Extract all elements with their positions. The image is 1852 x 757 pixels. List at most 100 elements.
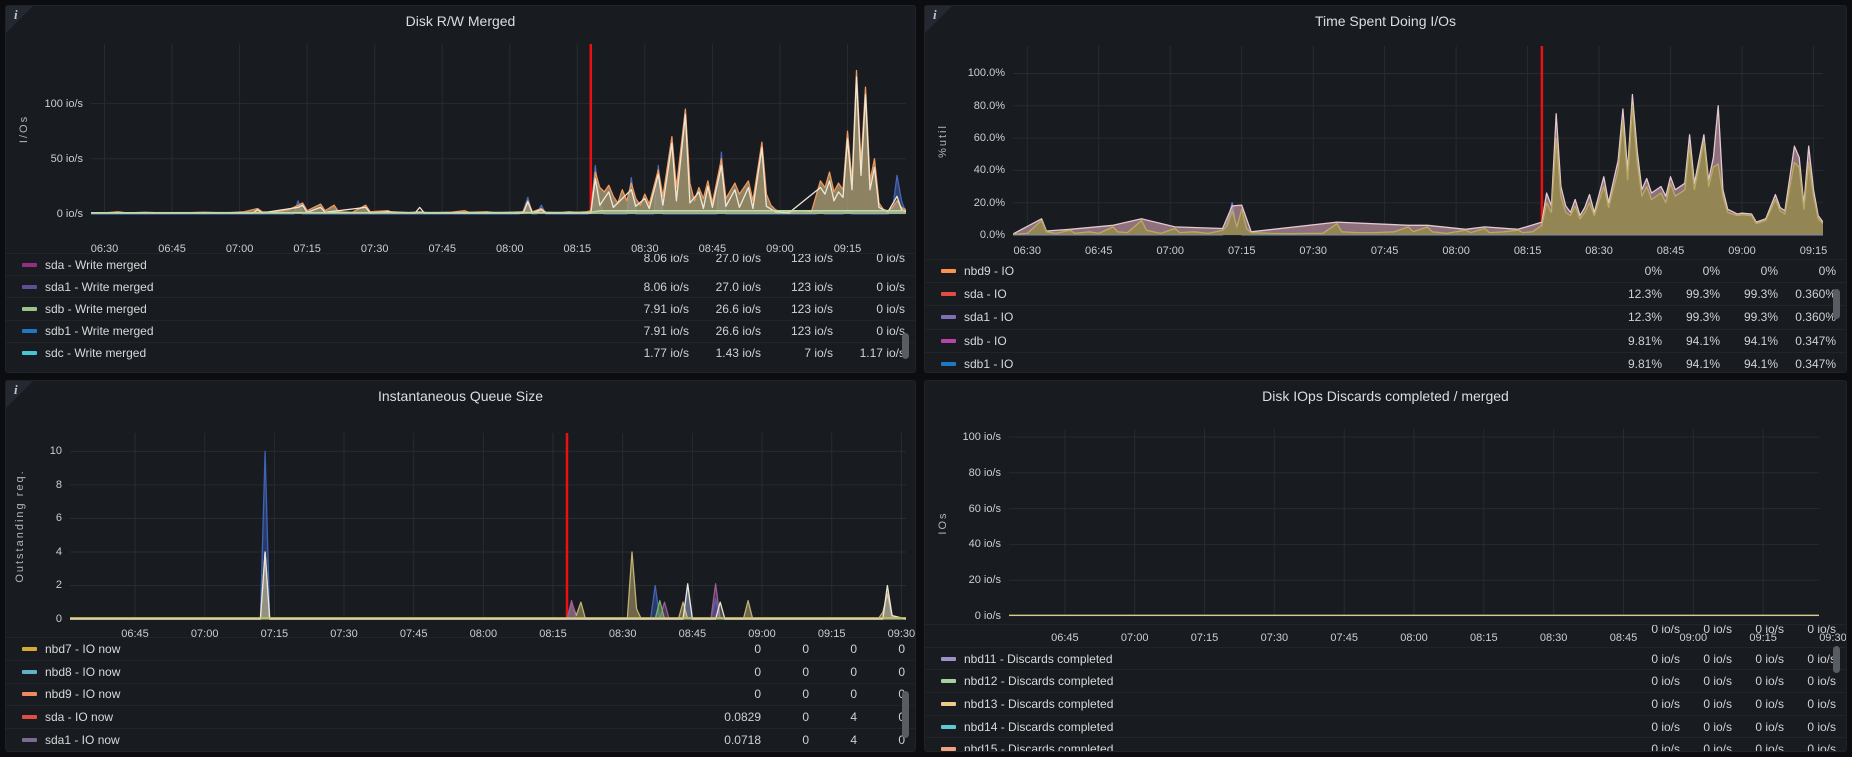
legend-value: 1.77 io/s bbox=[643, 346, 689, 361]
legend-row[interactable]: sdb - IO 9.81% 94.1% 94.1% 0.347% bbox=[925, 328, 1846, 352]
legend-row[interactable]: sdb1 - Write merged 7.91 io/s 26.6 io/s 123… bbox=[6, 319, 915, 342]
y-axis-tick: 20.0% bbox=[973, 196, 1005, 209]
legend-value: 123 io/s bbox=[790, 253, 833, 265]
chart-area[interactable] bbox=[925, 6, 1847, 373]
legend-row[interactable]: nbd12 - Discards completed 0 io/s 0 io/s 0 … bbox=[925, 669, 1846, 692]
legend-row[interactable]: sda1 - Write merged 8.06 io/s 27.0 io/s 123… bbox=[6, 275, 915, 297]
panel-title[interactable]: Disk IOps Discards completed / merged bbox=[1262, 388, 1509, 404]
legend-value: 0.360% bbox=[1795, 310, 1836, 325]
chart-area[interactable] bbox=[6, 381, 916, 752]
legend-value: 9.81% bbox=[1627, 333, 1662, 348]
legend-row[interactable]: nbd8 - IO now 0 0 0 0 bbox=[6, 659, 915, 683]
legend-swatch bbox=[941, 361, 956, 366]
legend-series-label[interactable]: nbd15 - Discards completed bbox=[964, 742, 1114, 751]
legend-value: 0 io/s bbox=[1807, 624, 1836, 636]
x-axis-tick: 06:30 bbox=[1013, 245, 1042, 257]
legend-row[interactable]: nbd14 - Discards completed 0 io/s 0 io/s 0 … bbox=[925, 714, 1846, 738]
legend-series-label[interactable]: sda1 - IO bbox=[964, 310, 1014, 325]
legend-row[interactable]: sdb - Write merged 7.91 io/s 26.6 io/s 123 … bbox=[6, 297, 915, 319]
panel-title[interactable]: Instantaneous Queue Size bbox=[377, 388, 543, 404]
x-axis-tick: 08:00 bbox=[495, 243, 524, 255]
legend-scrollbar[interactable] bbox=[1833, 646, 1840, 673]
legend-series-label[interactable]: nbd9 - IO now bbox=[45, 687, 121, 702]
series-green-baseline-line bbox=[91, 210, 906, 214]
legend-swatch bbox=[941, 338, 956, 343]
chart-area[interactable] bbox=[925, 381, 1847, 752]
legend-swatch bbox=[941, 315, 956, 320]
legend-series-label[interactable]: nbd12 - Discards completed bbox=[964, 674, 1114, 689]
chart-area[interactable] bbox=[6, 6, 916, 373]
x-axis-tick: 06:30 bbox=[90, 243, 119, 255]
legend-row[interactable]: nbd13 - Discards completed 0 io/s 0 io/s 0 … bbox=[925, 692, 1846, 715]
legend-row[interactable]: sda1 - IO 12.3% 99.3% 99.3% 0.360% bbox=[925, 305, 1846, 328]
y-axis-tick: 0 io/s bbox=[974, 610, 1001, 622]
legend-series-label[interactable]: sda1 - IO now bbox=[45, 733, 120, 748]
legend-row[interactable]: nbd7 - IO now 0 0 0 0 bbox=[6, 637, 915, 660]
legend-values: 0 io/s 0 io/s 0 io/s 0 io/s bbox=[1628, 697, 1836, 711]
legend-series-label[interactable]: nbd11 - Discards completed bbox=[964, 651, 1113, 666]
legend-values: 0.0718 0 4 0 bbox=[713, 733, 905, 747]
y-axis-tick: 80.0% bbox=[973, 99, 1005, 112]
series-white-spikes-line bbox=[70, 551, 906, 620]
legend-value: 0 io/s bbox=[1755, 696, 1784, 711]
legend-swatch bbox=[941, 747, 956, 751]
legend-value: 0% bbox=[1702, 264, 1720, 279]
legend-swatch bbox=[22, 262, 37, 267]
panel-info-icon[interactable]: i bbox=[6, 381, 33, 408]
legend-values: 7.91 io/s 26.6 io/s 123 io/s 0 io/s bbox=[617, 302, 905, 316]
legend-scrollbar[interactable] bbox=[1833, 289, 1840, 319]
legend-swatch bbox=[22, 692, 37, 697]
legend-series-label[interactable]: sda - Write merged bbox=[45, 257, 147, 272]
legend-row[interactable]: sdb1 - IO 9.81% 94.1% 94.1% 0.347% bbox=[925, 351, 1846, 372]
legend-series-label[interactable]: sdb1 - IO bbox=[964, 356, 1014, 371]
panel-title[interactable]: Disk R/W Merged bbox=[405, 13, 516, 29]
legend-series-label[interactable]: sdc - Write merged bbox=[45, 346, 147, 361]
legend-value: 0 bbox=[754, 687, 761, 702]
y-axis-tick: 0 bbox=[55, 613, 62, 625]
panel-info-icon[interactable]: i bbox=[925, 6, 952, 33]
x-axis-tick: 08:45 bbox=[1656, 245, 1685, 257]
legend-series-label[interactable]: nbd13 - Discards completed bbox=[964, 696, 1114, 711]
legend-series-label[interactable]: sdb - Write merged bbox=[45, 301, 147, 316]
legend-series-label[interactable]: sda - IO now bbox=[45, 710, 114, 725]
legend-value: 99.3% bbox=[1743, 287, 1778, 302]
legend-swatch bbox=[22, 284, 37, 289]
legend: nbd7 - IO now 0 0 0 0 nbd8 - IO now 0 0 0 0 nbd9 -… bbox=[6, 637, 915, 751]
series-green-spike-area bbox=[70, 600, 906, 619]
y-axis-tick: 4 bbox=[55, 545, 62, 558]
legend-series-label[interactable]: nbd8 - IO now bbox=[45, 664, 121, 679]
legend-series-label[interactable]: sda - IO bbox=[964, 287, 1007, 302]
legend-value: 0 bbox=[857, 710, 905, 724]
legend-row[interactable]: 0 io/s 0 io/s 0 io/s 0 io/s bbox=[925, 624, 1846, 647]
legend-row[interactable]: sdc - Write merged 1.77 io/s 1.43 io/s 7 io… bbox=[6, 341, 915, 364]
legend-swatch bbox=[941, 656, 956, 661]
y-axis-tick: 8 bbox=[55, 478, 62, 491]
panel-info-icon[interactable]: i bbox=[6, 6, 33, 33]
legend-row[interactable]: sda - Write merged 8.06 io/s 27.0 io/s 123 … bbox=[6, 253, 915, 275]
legend-scrollbar[interactable] bbox=[902, 691, 909, 738]
legend-row[interactable]: nbd15 - Discards completed 0 io/s 0 io/s 0 … bbox=[925, 737, 1846, 751]
legend-value: 94.1% bbox=[1685, 333, 1720, 348]
legend-row[interactable]: sda - IO 12.3% 99.3% 99.3% 0.360% bbox=[925, 282, 1846, 305]
series-pink-area-line bbox=[1013, 93, 1823, 235]
legend-series-label[interactable]: sda1 - Write merged bbox=[45, 279, 154, 294]
legend-scrollbar[interactable] bbox=[902, 333, 909, 359]
panel-title[interactable]: Time Spent Doing I/Os bbox=[1314, 13, 1457, 29]
legend-value: 0 io/s bbox=[876, 324, 905, 339]
legend-series-label[interactable]: sdb - IO bbox=[964, 333, 1007, 348]
legend-value: 0 bbox=[898, 641, 905, 656]
plot-group bbox=[91, 44, 906, 215]
legend-row[interactable]: sda1 - IO now 0.0718 0 4 0 bbox=[6, 728, 915, 751]
legend-row[interactable]: nbd9 - IO 0% 0% 0% 0% bbox=[925, 259, 1846, 282]
legend-series-label[interactable]: sdb1 - Write merged bbox=[45, 324, 154, 339]
legend-series-label[interactable]: nbd9 - IO bbox=[964, 264, 1015, 279]
legend-series-label[interactable]: nbd14 - Discards completed bbox=[964, 719, 1114, 734]
legend-values: 9.81% 94.1% 94.1% 0.347% bbox=[1604, 357, 1836, 371]
legend-row[interactable]: nbd11 - Discards completed 0 io/s 0 io/s 0 … bbox=[925, 646, 1846, 670]
legend-series-label[interactable]: nbd7 - IO now bbox=[45, 641, 121, 656]
y-axis-tick: 100 io/s bbox=[962, 431, 1001, 444]
legend-swatch bbox=[22, 329, 37, 334]
x-axis-tick: 09:30 bbox=[1819, 632, 1847, 644]
